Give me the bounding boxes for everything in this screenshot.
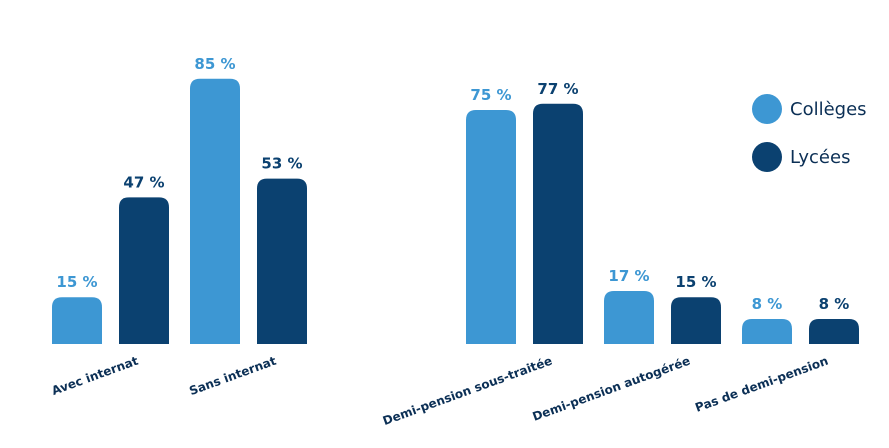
bar-colleges-sans-internat (190, 78, 240, 345)
legend-swatch-colleges (752, 94, 782, 124)
chart-legend: Collèges Lycées (752, 94, 867, 190)
bar-lycees-sans-internat (257, 178, 307, 344)
bar-lycees-pas-de-demi-pension (809, 319, 859, 344)
bar-lycees-avec-internat (119, 197, 169, 344)
data-label-colleges-sans-internat: 85 % (194, 55, 235, 73)
category-label-sans-internat: Sans internat (187, 354, 278, 399)
bar-colleges-avec-internat (52, 297, 102, 344)
data-label-colleges-demi-pension-autogeree: 17 % (608, 267, 649, 285)
data-label-colleges-demi-pension-sous-traitee: 75 % (470, 86, 511, 104)
legend-label-lycees: Lycées (790, 146, 851, 168)
legend-item-colleges: Collèges (752, 94, 867, 124)
data-label-lycees-sans-internat: 53 % (261, 155, 302, 173)
bar-lycees-demi-pension-sous-traitee (533, 103, 583, 344)
bar-colleges-demi-pension-sous-traitee (466, 110, 516, 344)
legend-swatch-lycees (752, 142, 782, 172)
category-label-demi-pension-autogeree: Demi-pension autogérée (531, 354, 692, 424)
data-label-lycees-demi-pension-autogeree: 15 % (675, 273, 716, 291)
data-label-lycees-avec-internat: 47 % (123, 173, 164, 191)
bar-colleges-demi-pension-autogeree (604, 290, 654, 344)
legend-item-lycees: Lycées (752, 142, 867, 172)
category-label-avec-internat: Avec internat (50, 354, 140, 398)
data-label-lycees-demi-pension-sous-traitee: 77 % (537, 80, 578, 98)
data-label-colleges-pas-de-demi-pension: 8 % (752, 295, 783, 313)
category-label-pas-de-demi-pension: Pas de demi-pension (693, 354, 830, 415)
legend-label-colleges: Collèges (790, 98, 867, 120)
data-label-lycees-pas-de-demi-pension: 8 % (819, 295, 850, 313)
data-label-colleges-avec-internat: 15 % (56, 273, 97, 291)
bar-colleges-pas-de-demi-pension (742, 319, 792, 344)
category-label-demi-pension-sous-traitee: Demi-pension sous-traitée (381, 354, 554, 428)
bar-lycees-demi-pension-autogeree (671, 297, 721, 344)
